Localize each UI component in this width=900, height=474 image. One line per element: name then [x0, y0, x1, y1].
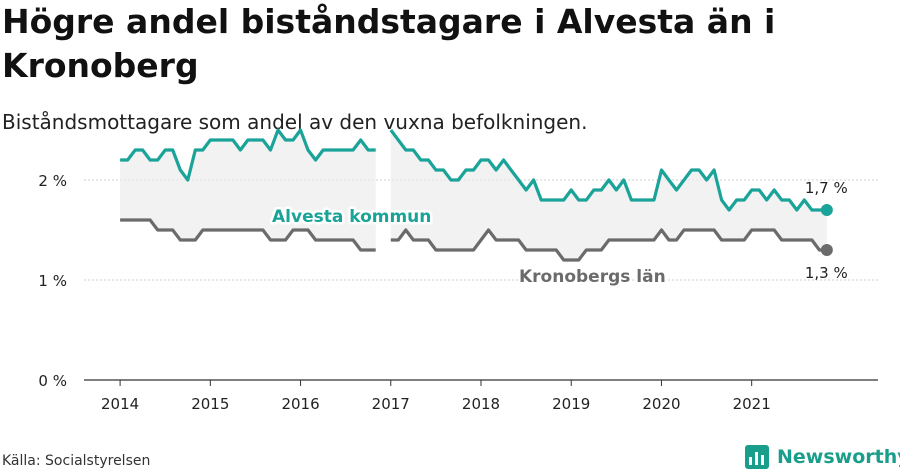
- series-end-value: 1,7 %: [805, 179, 848, 197]
- brand-logo: Newsworthy: [745, 443, 900, 471]
- x-tick-label: 2015: [191, 395, 229, 413]
- brand-name: Newsworthy: [777, 446, 900, 468]
- chart-title: Högre andel biståndstagare i Alvesta än …: [2, 2, 776, 85]
- x-tick-label: 2020: [642, 395, 680, 413]
- series-line-alvesta: [120, 128, 376, 182]
- series-end-marker: [820, 204, 833, 216]
- x-tick-label: 2019: [552, 395, 590, 413]
- newsworthy-icon: [745, 445, 769, 469]
- series-gap-band: [120, 130, 376, 250]
- chart-subtitle: Biståndsmottagare som andel av den vuxna…: [2, 110, 588, 134]
- y-tick-label: 2 %: [38, 172, 67, 190]
- x-tick-label: 2021: [733, 395, 771, 413]
- y-tick-label: 1 %: [38, 272, 67, 290]
- y-tick-label: 0 %: [38, 372, 67, 390]
- x-tick-label: 2014: [101, 395, 139, 413]
- x-tick-label: 2016: [281, 395, 319, 413]
- series-line-kronoberg: [390, 228, 827, 262]
- series-line-kronoberg: [120, 218, 376, 252]
- source-note: Källa: Socialstyrelsen: [2, 453, 151, 469]
- series-end-value: 1,3 %: [805, 264, 848, 282]
- series-end-marker: [820, 244, 833, 256]
- x-tick-label: 2018: [462, 395, 500, 413]
- series-line-alvesta: [389, 129, 827, 212]
- series-gap-band: [390, 130, 827, 260]
- series-name-label: Alvesta kommun: [272, 207, 431, 227]
- series-name-label: Kronobergs län: [519, 267, 666, 287]
- x-tick-label: 2017: [372, 395, 410, 413]
